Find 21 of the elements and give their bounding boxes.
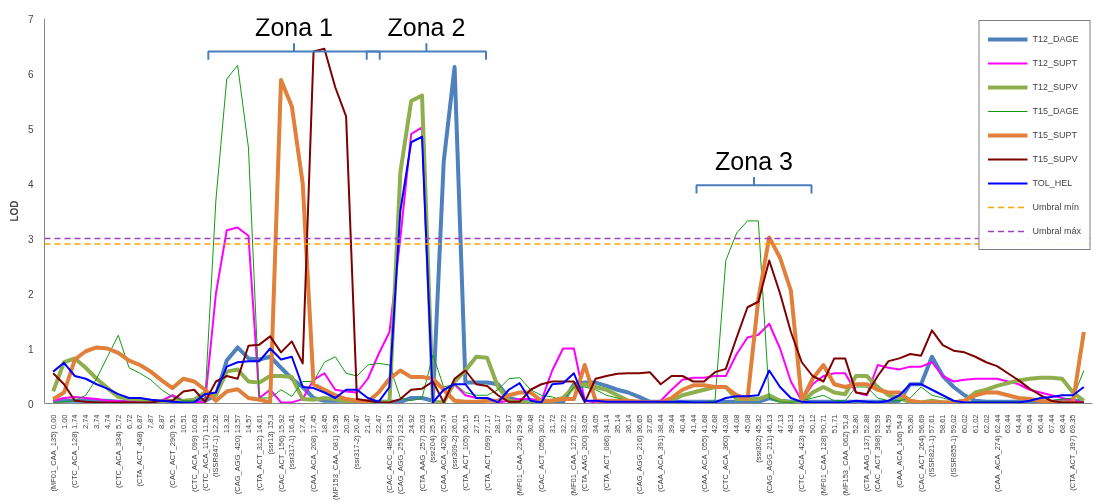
y-tick-label: 5 bbox=[27, 123, 34, 135]
annotation: Zona 2 bbox=[387, 13, 466, 42]
legend-label: T12_SUPV bbox=[1032, 81, 1078, 94]
legend-label: T12_DAGE bbox=[1032, 33, 1079, 46]
y-tick-label: 3 bbox=[27, 233, 34, 245]
legend-label: Umbral mín bbox=[1032, 201, 1079, 214]
legend-label: T12_SUPT bbox=[1032, 57, 1078, 70]
legend-label: T15_SUPV bbox=[1032, 153, 1078, 166]
y-tick-label: 4 bbox=[27, 178, 34, 190]
annotation: Zona 3 bbox=[715, 146, 793, 175]
y-tick-label: 2 bbox=[27, 288, 34, 300]
legend-label: T15_DAGE bbox=[1032, 105, 1079, 118]
y-tick-label: 7 bbox=[27, 13, 34, 25]
y-tick-label: 6 bbox=[27, 68, 34, 80]
legend-label: T15_SUPT bbox=[1032, 129, 1078, 142]
y-axis-title: LOD bbox=[8, 200, 20, 222]
y-tick-label: 1 bbox=[27, 343, 34, 355]
y-tick-label: 0 bbox=[27, 398, 34, 410]
legend-label: TOL_HEL bbox=[1032, 177, 1073, 190]
ref-line-label: Umbral máx bbox=[1032, 225, 1081, 238]
annotation: Zona 1 bbox=[255, 13, 333, 42]
